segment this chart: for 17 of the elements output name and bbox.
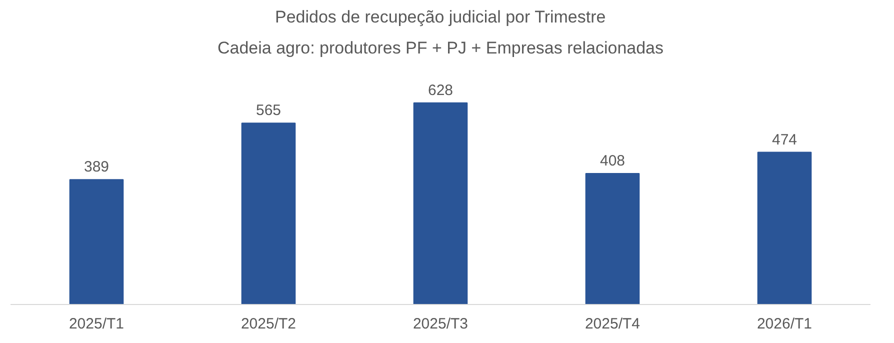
- x-tick-label: 2025/T3: [412, 316, 468, 332]
- x-tick-label: 2025/T1: [68, 316, 124, 332]
- data-label: 474: [772, 131, 798, 148]
- bar: [585, 172, 640, 304]
- data-label: 628: [428, 82, 454, 99]
- data-label: 408: [600, 152, 626, 170]
- x-tick-label: 2025/T2: [240, 316, 296, 332]
- bar: [241, 122, 296, 304]
- chart-subtitle: Cadeia agro: produtores PF + PJ + Empresas relacionadas: [217, 38, 664, 58]
- bar: [69, 179, 124, 304]
- bar: [757, 152, 812, 304]
- chart-title: Pedidos de recupeção judicial por Trimestre: [274, 8, 606, 26]
- x-tick-label: 2025/T4: [584, 316, 640, 332]
- x-tick-label: 2026/T1: [756, 316, 812, 332]
- bar: [413, 102, 468, 304]
- data-label: 565: [256, 102, 282, 120]
- data-label: 389: [84, 158, 110, 176]
